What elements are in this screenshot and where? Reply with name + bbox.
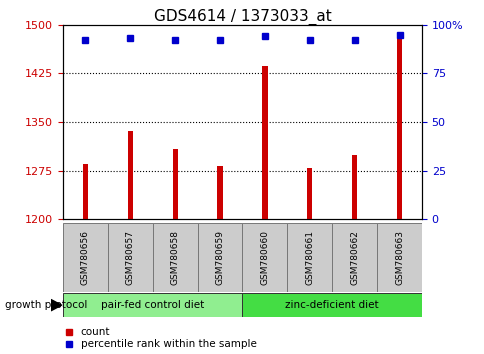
Bar <box>172 149 178 219</box>
Bar <box>332 223 376 292</box>
Text: GSM780657: GSM780657 <box>125 230 135 285</box>
Text: count: count <box>80 327 110 337</box>
Bar <box>351 155 357 219</box>
Bar <box>242 223 287 292</box>
Text: GSM780660: GSM780660 <box>260 230 269 285</box>
Bar <box>107 223 152 292</box>
Bar <box>376 223 421 292</box>
Bar <box>63 293 242 317</box>
Bar <box>197 223 242 292</box>
Polygon shape <box>51 299 61 311</box>
Bar <box>152 223 197 292</box>
Text: GDS4614 / 1373033_at: GDS4614 / 1373033_at <box>153 9 331 25</box>
Bar <box>242 293 421 317</box>
Text: pair-fed control diet: pair-fed control diet <box>101 300 204 310</box>
Bar <box>287 223 332 292</box>
Bar <box>127 131 133 219</box>
Text: GSM780659: GSM780659 <box>215 230 224 285</box>
Bar <box>306 167 312 219</box>
Bar <box>83 164 88 219</box>
Text: GSM780656: GSM780656 <box>81 230 90 285</box>
Bar <box>396 38 401 219</box>
Text: growth protocol: growth protocol <box>5 300 87 310</box>
Text: percentile rank within the sample: percentile rank within the sample <box>80 339 256 349</box>
Text: zinc-deficient diet: zinc-deficient diet <box>285 300 378 310</box>
Bar <box>63 223 107 292</box>
Text: GSM780661: GSM780661 <box>304 230 314 285</box>
Bar <box>262 65 267 219</box>
Bar <box>217 166 222 219</box>
Text: GSM780658: GSM780658 <box>170 230 180 285</box>
Text: GSM780662: GSM780662 <box>349 230 359 285</box>
Text: GSM780663: GSM780663 <box>394 230 403 285</box>
